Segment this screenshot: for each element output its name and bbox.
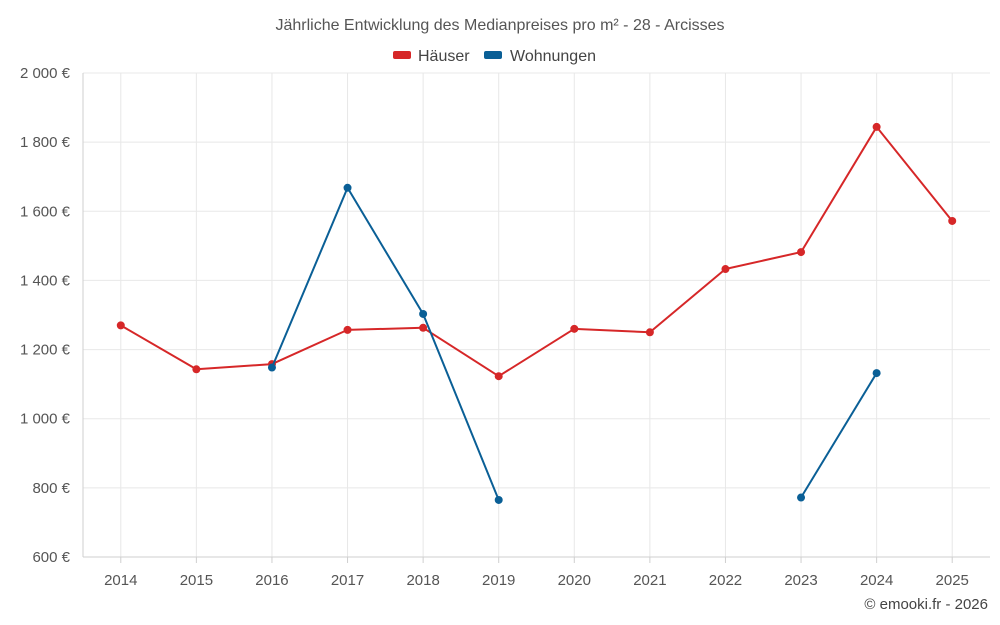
series-houses bbox=[116, 122, 957, 381]
series-line-apartments bbox=[271, 186, 500, 501]
y-tick-label: 1 000 € bbox=[20, 411, 71, 428]
data-point-apartments[interactable] bbox=[494, 495, 503, 504]
x-tick-label: 2015 bbox=[180, 572, 213, 589]
series-line-houses bbox=[120, 125, 953, 378]
grid bbox=[83, 72, 990, 557]
data-point-houses[interactable] bbox=[343, 325, 352, 334]
x-tick-label: 2022 bbox=[709, 572, 742, 589]
y-tick-label: 1 800 € bbox=[20, 134, 71, 151]
data-point-houses[interactable] bbox=[494, 372, 503, 381]
legend: Häuser Wohnungen bbox=[393, 48, 596, 65]
x-tick-label: 2014 bbox=[104, 572, 137, 589]
x-tick-label: 2023 bbox=[784, 572, 817, 589]
data-point-houses[interactable] bbox=[948, 216, 957, 225]
data-point-apartments[interactable] bbox=[267, 363, 276, 372]
x-tick-label: 2020 bbox=[558, 572, 591, 589]
data-point-houses[interactable] bbox=[192, 365, 201, 374]
x-tick-label: 2024 bbox=[860, 572, 893, 589]
legend-label-houses: Häuser bbox=[418, 48, 470, 65]
data-point-apartments[interactable] bbox=[343, 183, 352, 192]
data-point-apartments[interactable] bbox=[797, 493, 806, 502]
y-tick-label: 1 200 € bbox=[20, 342, 71, 359]
x-tick-label: 2021 bbox=[633, 572, 666, 589]
data-point-apartments[interactable] bbox=[872, 369, 881, 378]
y-tick-label: 600 € bbox=[32, 549, 70, 566]
data-point-houses[interactable] bbox=[872, 122, 881, 131]
data-point-houses[interactable] bbox=[797, 248, 806, 257]
data-point-houses[interactable] bbox=[570, 324, 579, 333]
axes: 600 € 800 € 1 000 € 1 200 € 1 400 € 1 600 € 1 … bbox=[20, 65, 990, 589]
series-apartments bbox=[267, 183, 881, 504]
data-point-houses[interactable] bbox=[645, 328, 654, 337]
x-tick-label: 2017 bbox=[331, 572, 364, 589]
y-tick-label: 1 400 € bbox=[20, 272, 71, 289]
credit-text: © emooki.fr - 2026 bbox=[864, 596, 988, 613]
x-tick-label: 2016 bbox=[255, 572, 288, 589]
x-tick-label: 2025 bbox=[936, 572, 969, 589]
y-tick-label: 1 600 € bbox=[20, 203, 71, 220]
y-tick-label: 800 € bbox=[32, 480, 70, 497]
series bbox=[116, 122, 957, 504]
legend-swatch-houses bbox=[393, 51, 411, 59]
data-point-houses[interactable] bbox=[419, 323, 428, 332]
legend-swatch-apartments bbox=[484, 51, 502, 59]
y-tick-label: 2 000 € bbox=[20, 65, 71, 82]
legend-item-houses[interactable]: Häuser bbox=[393, 48, 470, 65]
data-point-houses[interactable] bbox=[721, 265, 730, 274]
legend-label-apartments: Wohnungen bbox=[510, 48, 596, 65]
x-tick-label: 2018 bbox=[406, 572, 439, 589]
chart-title: Jährliche Entwicklung des Medianpreises … bbox=[275, 17, 724, 34]
data-point-houses[interactable] bbox=[116, 321, 125, 330]
legend-item-apartments[interactable]: Wohnungen bbox=[484, 48, 596, 65]
data-point-apartments[interactable] bbox=[419, 309, 428, 318]
series-line-apartments bbox=[800, 372, 878, 499]
x-tick-label: 2019 bbox=[482, 572, 515, 589]
